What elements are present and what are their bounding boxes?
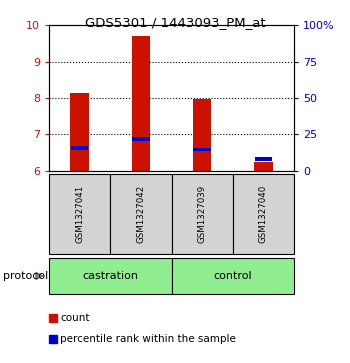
Text: castration: castration xyxy=(82,271,138,281)
Text: GSM1327041: GSM1327041 xyxy=(75,185,84,243)
Bar xyxy=(255,157,272,161)
Bar xyxy=(132,36,150,171)
Bar xyxy=(254,162,273,171)
Text: count: count xyxy=(60,313,90,323)
Bar xyxy=(70,93,89,171)
Text: percentile rank within the sample: percentile rank within the sample xyxy=(60,334,236,344)
Bar xyxy=(193,99,211,171)
Text: GSM1327040: GSM1327040 xyxy=(259,185,268,243)
Bar xyxy=(194,148,211,151)
Bar xyxy=(71,146,88,150)
Text: GSM1327039: GSM1327039 xyxy=(198,185,206,243)
Text: GDS5301 / 1443093_PM_at: GDS5301 / 1443093_PM_at xyxy=(85,16,265,29)
Text: control: control xyxy=(214,271,252,281)
Text: protocol: protocol xyxy=(4,271,49,281)
Bar xyxy=(132,137,149,141)
Text: GSM1327042: GSM1327042 xyxy=(136,185,145,243)
